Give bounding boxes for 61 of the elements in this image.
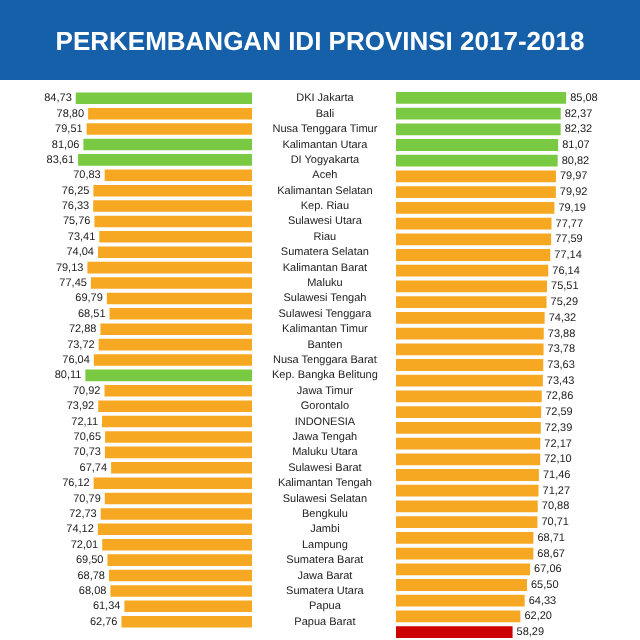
- bar: [100, 508, 252, 520]
- bar: [396, 123, 561, 136]
- bar: [396, 249, 551, 261]
- bar: [97, 523, 252, 536]
- bar: [396, 201, 555, 214]
- bar: [396, 280, 548, 293]
- bar: [104, 492, 252, 505]
- bar: [396, 516, 538, 529]
- text: PERKEMBANGAN IDI PROVINSI 2017-2018: [55, 25, 585, 55]
- bar: [93, 354, 252, 366]
- bar: [396, 406, 542, 419]
- bar: [396, 626, 513, 639]
- bar: [86, 123, 252, 135]
- bar: [396, 91, 567, 104]
- bar: [93, 184, 252, 197]
- bar: [396, 374, 543, 387]
- bar: [396, 594, 525, 607]
- bar: [121, 615, 252, 628]
- bar: [396, 610, 521, 623]
- bar: [396, 311, 545, 324]
- bar: [396, 107, 561, 120]
- bar: [93, 200, 252, 212]
- bar: [85, 369, 252, 382]
- bar: [396, 359, 544, 371]
- bar: [396, 264, 549, 277]
- bar: [396, 217, 552, 230]
- bar: [396, 139, 559, 151]
- bar: [396, 579, 527, 591]
- bar: [105, 431, 252, 443]
- bar: [396, 484, 539, 497]
- bar: [396, 327, 544, 340]
- bar: [396, 390, 542, 403]
- bar: [94, 215, 252, 228]
- bar: [396, 453, 541, 466]
- bar: [90, 277, 252, 289]
- bar: [396, 531, 534, 544]
- bar: [396, 421, 541, 434]
- bar: [396, 170, 556, 183]
- bar: [75, 92, 252, 105]
- bar: [396, 437, 541, 450]
- bar: [396, 547, 534, 560]
- bar: [83, 138, 252, 151]
- bar: [396, 469, 539, 481]
- bar: [396, 343, 544, 356]
- bar: [396, 296, 547, 309]
- bar: [108, 569, 252, 582]
- bar: [104, 446, 252, 459]
- bar: [124, 600, 252, 613]
- bar: [102, 415, 252, 428]
- bar: [396, 563, 531, 576]
- bar: [104, 169, 252, 182]
- bar: [87, 261, 252, 274]
- bar: [98, 338, 252, 351]
- bar: [396, 500, 538, 513]
- bar: [78, 154, 252, 166]
- bar: [106, 292, 252, 305]
- bar: [396, 186, 556, 199]
- bar: [396, 154, 558, 167]
- bar: [88, 107, 252, 120]
- bar: [110, 585, 252, 597]
- bar: [396, 233, 552, 246]
